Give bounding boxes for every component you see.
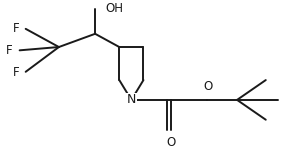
Text: O: O xyxy=(204,80,213,93)
Text: N: N xyxy=(127,93,136,106)
Text: F: F xyxy=(12,66,19,79)
Text: OH: OH xyxy=(106,2,124,15)
Text: F: F xyxy=(6,44,13,57)
Text: O: O xyxy=(166,136,175,149)
Text: F: F xyxy=(12,22,19,35)
